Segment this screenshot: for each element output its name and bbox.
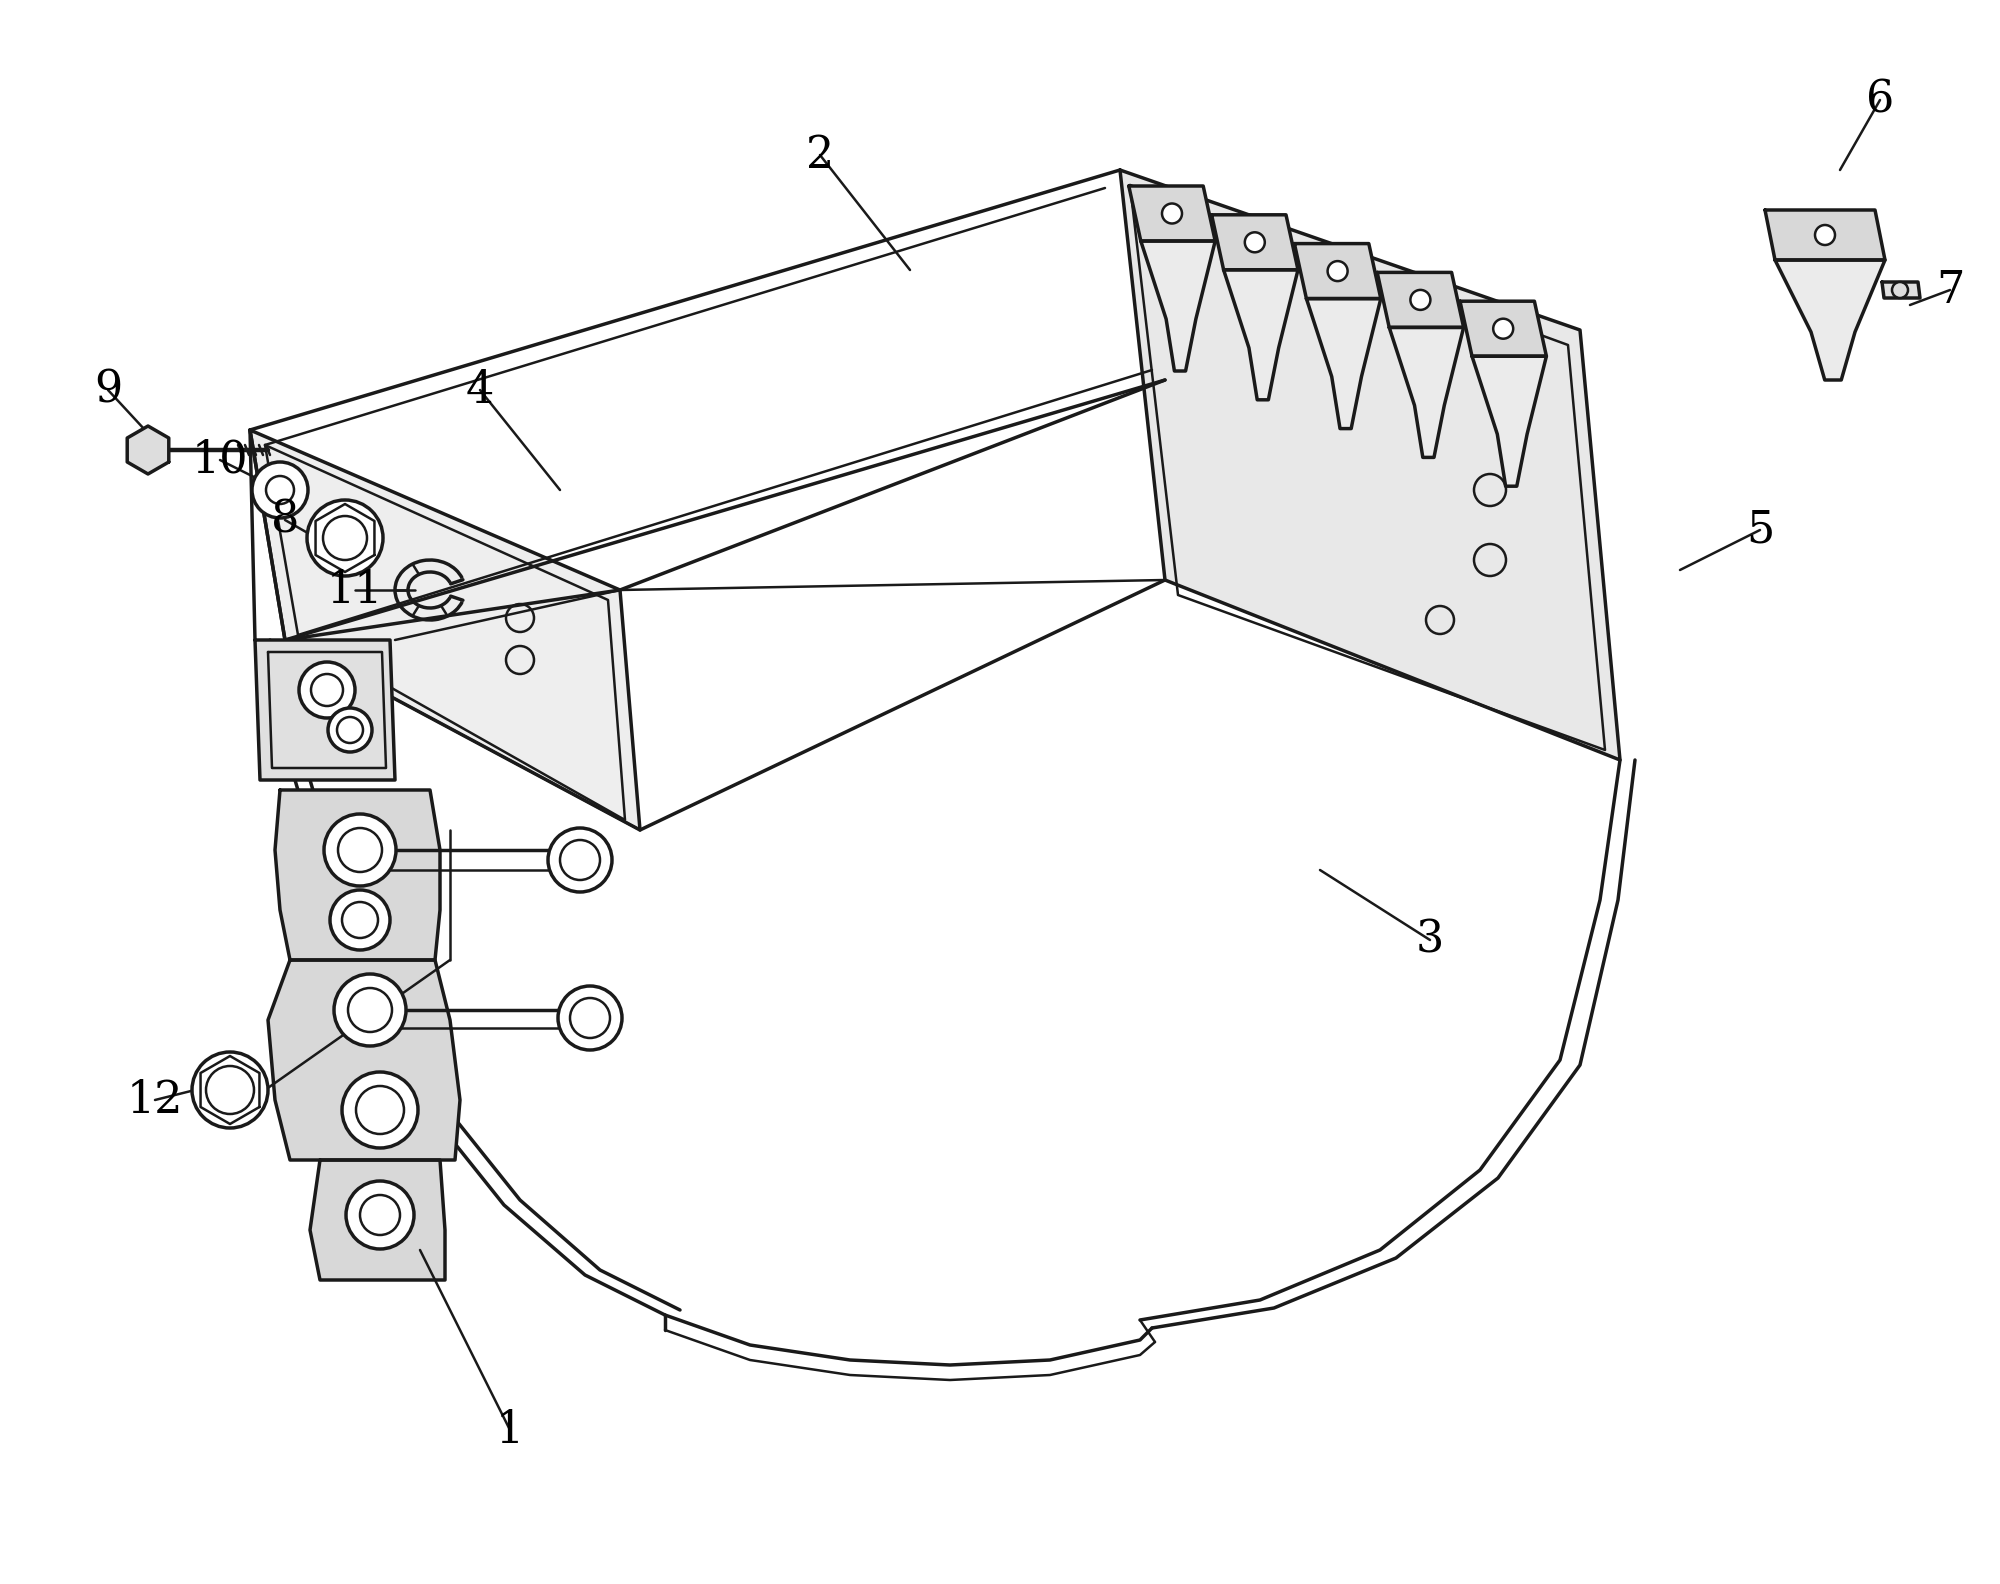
Text: 7: 7 [1936,268,1964,312]
Circle shape [1494,318,1514,339]
Text: 11: 11 [326,569,384,611]
Circle shape [1162,203,1182,223]
Polygon shape [1776,260,1884,380]
Polygon shape [1378,272,1464,328]
Circle shape [192,1052,268,1128]
Circle shape [1244,233,1264,252]
Circle shape [1410,290,1430,310]
Circle shape [1328,261,1348,280]
Circle shape [1816,225,1836,246]
Polygon shape [1472,356,1546,486]
Polygon shape [1140,241,1216,371]
Text: 9: 9 [94,369,122,412]
Text: 4: 4 [466,369,494,412]
Text: 10: 10 [192,439,248,482]
Text: 8: 8 [270,499,300,542]
Polygon shape [1224,269,1298,399]
Polygon shape [128,426,168,474]
Polygon shape [1766,211,1884,260]
Circle shape [330,890,390,950]
Circle shape [342,1072,418,1148]
Polygon shape [276,790,440,960]
Polygon shape [1120,169,1620,760]
Circle shape [308,501,384,577]
Text: 5: 5 [1746,508,1774,551]
Text: 3: 3 [1416,919,1444,961]
Circle shape [300,662,356,718]
Circle shape [548,828,612,892]
Polygon shape [1128,185,1216,241]
Text: 2: 2 [806,133,834,176]
Circle shape [558,985,622,1050]
Circle shape [346,1182,414,1250]
Polygon shape [310,1159,446,1280]
Polygon shape [256,640,396,779]
Text: 12: 12 [126,1079,184,1121]
Text: 1: 1 [496,1408,524,1451]
Circle shape [252,463,308,518]
Circle shape [328,708,372,752]
Polygon shape [268,960,460,1159]
Polygon shape [1390,328,1464,458]
Text: 6: 6 [1866,79,1894,122]
Polygon shape [1460,301,1546,356]
Circle shape [1892,282,1908,298]
Polygon shape [1882,282,1920,298]
Circle shape [334,974,406,1045]
Polygon shape [250,429,640,830]
Circle shape [324,814,396,885]
Polygon shape [1294,244,1380,299]
Polygon shape [1212,215,1298,269]
Polygon shape [1306,299,1380,429]
